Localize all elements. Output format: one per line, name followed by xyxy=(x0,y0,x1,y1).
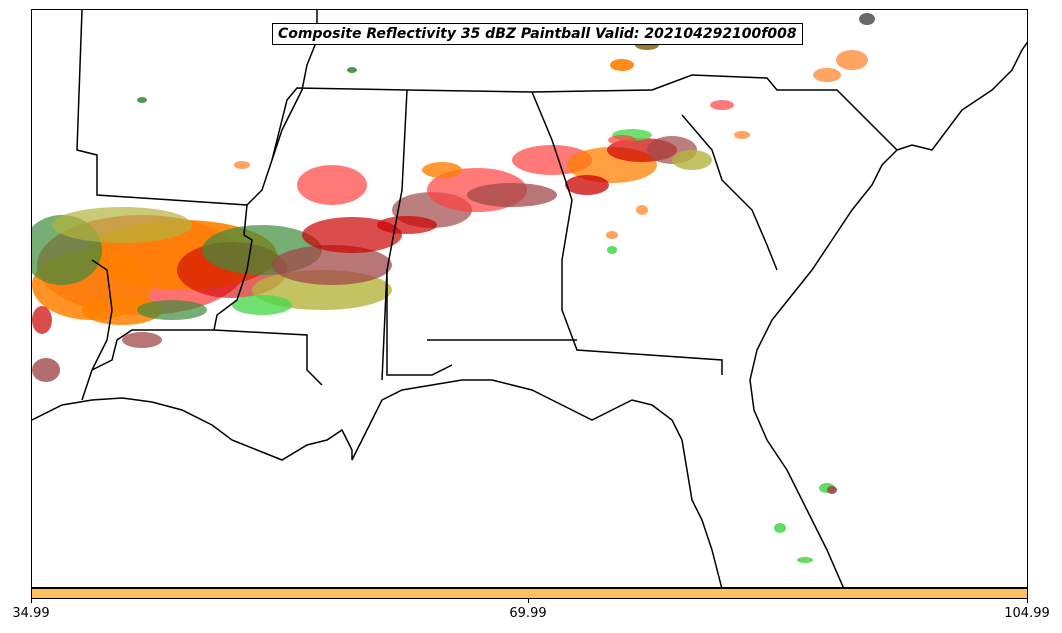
reflectivity-blob xyxy=(297,165,367,205)
reflectivity-blob xyxy=(302,217,402,253)
state-border xyxy=(381,89,408,381)
reflectivity-blob xyxy=(859,13,875,25)
chart-title: Composite Reflectivity 35 dBZ Paintball … xyxy=(272,23,803,45)
map-panel: Composite Reflectivity 35 dBZ Paintball … xyxy=(31,9,1028,588)
reflectivity-blob xyxy=(377,216,437,234)
state-border xyxy=(81,259,113,401)
reflectivity-blob xyxy=(82,295,162,325)
reflectivity-blob xyxy=(610,59,634,71)
reflectivity-blob xyxy=(797,557,813,563)
state-border xyxy=(531,91,723,375)
colorbar-tick-label: 34.99 xyxy=(12,606,50,621)
reflectivity-blob xyxy=(565,175,609,195)
reflectivity-blob xyxy=(607,246,617,254)
reflectivity-blob xyxy=(636,205,648,215)
state-border xyxy=(681,114,778,271)
coastline xyxy=(896,41,1027,151)
reflectivity-blob xyxy=(734,131,750,139)
state-border xyxy=(386,270,453,376)
colorbar-tick xyxy=(528,599,529,603)
reflectivity-blob xyxy=(836,50,868,70)
reflectivity-blob xyxy=(232,295,292,315)
state-boundaries-layer xyxy=(32,10,1027,587)
state-border xyxy=(213,329,323,386)
state-border xyxy=(651,74,898,151)
colorbar-tick-label: 69.99 xyxy=(509,606,547,621)
reflectivity-blob xyxy=(710,100,734,110)
state-border xyxy=(246,10,318,206)
colorbar-tick-label: 104.99 xyxy=(1004,606,1050,621)
reflectivity-blob xyxy=(813,68,841,82)
reflectivity-blob xyxy=(774,523,786,533)
coastline xyxy=(32,379,723,587)
colorbar-tick xyxy=(31,599,32,603)
reflectivity-blob xyxy=(606,231,618,239)
colorbar xyxy=(31,588,1028,599)
reflectivity-blob xyxy=(32,358,60,382)
reflectivity-blob xyxy=(32,306,52,334)
map-canvas xyxy=(32,10,1027,587)
reflectivity-blob xyxy=(347,67,357,73)
reflectivity-blob xyxy=(608,135,636,145)
reflectivity-blob xyxy=(137,300,207,320)
reflectivity-blob xyxy=(467,183,557,207)
reflectivity-paintball-layer xyxy=(32,13,875,563)
colorbar-tick xyxy=(1027,599,1028,603)
coastline xyxy=(749,149,898,587)
reflectivity-blob xyxy=(122,332,162,348)
reflectivity-blob xyxy=(827,486,837,494)
reflectivity-blob xyxy=(137,97,147,103)
reflectivity-blob xyxy=(272,245,392,285)
reflectivity-blob xyxy=(422,162,462,178)
state-border xyxy=(76,10,253,371)
reflectivity-blob xyxy=(672,150,712,170)
reflectivity-blob xyxy=(52,207,192,243)
reflectivity-blob xyxy=(234,161,250,169)
state-border xyxy=(271,87,653,161)
